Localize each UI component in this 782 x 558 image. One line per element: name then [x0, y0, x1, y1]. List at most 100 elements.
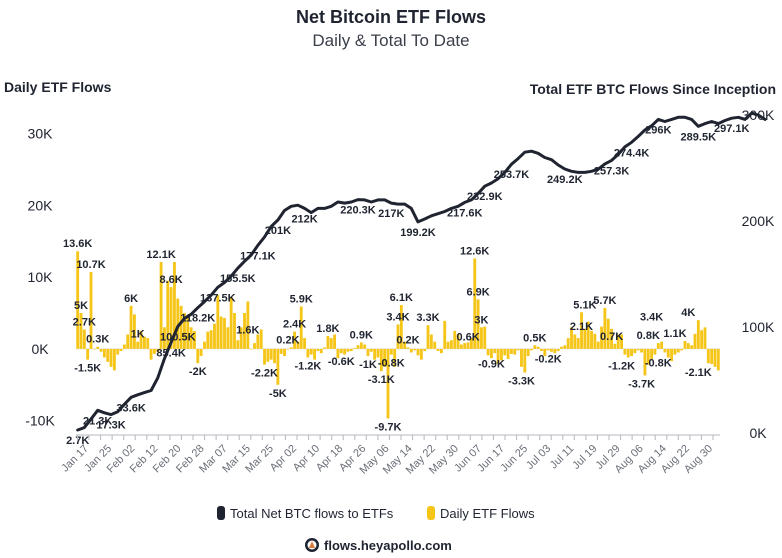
daily-flow-bar	[299, 306, 303, 349]
daily-flow-label: 1K	[131, 329, 145, 341]
daily-flow-label: -5K	[269, 388, 287, 400]
daily-flow-label: -0.2K	[535, 353, 562, 365]
daily-flow-bar	[603, 307, 607, 349]
daily-flow-bar	[536, 346, 540, 349]
right-axis-title: Total ETF BTC Flows Since Inception	[530, 81, 776, 97]
right-axis-tick-label: 0K	[749, 425, 767, 441]
total-flow-label: 137.5K	[200, 292, 236, 304]
left-axis-tick-label: 0K	[31, 341, 49, 357]
daily-flow-bar	[446, 341, 450, 349]
daily-flow-bar	[86, 348, 90, 360]
daily-flow-bar	[630, 348, 633, 357]
daily-flow-label: 6K	[124, 293, 138, 305]
daily-flow-bar	[309, 348, 313, 355]
daily-flow-bar	[373, 348, 377, 360]
daily-flow-bar	[600, 326, 603, 349]
daily-flow-bar	[199, 348, 203, 357]
x-tick-label: Jul 03	[524, 443, 553, 472]
daily-flow-bar	[496, 348, 500, 364]
daily-flow-bar	[543, 348, 547, 357]
daily-flow-bar	[613, 343, 617, 349]
daily-flow-bar	[296, 341, 300, 349]
left-axis-tick-label: 10K	[28, 269, 54, 285]
total-flow-label: 249.2K	[547, 174, 583, 186]
daily-flow-bar	[179, 305, 183, 349]
daily-flow-bar	[533, 345, 537, 349]
daily-flow-bar	[606, 318, 610, 349]
daily-flow-bar	[173, 262, 176, 349]
total-flow-label: 297.1K	[714, 123, 750, 135]
daily-flow-bar	[369, 348, 373, 352]
daily-flow-bar	[643, 348, 647, 376]
daily-flow-bar	[556, 348, 560, 352]
daily-flow-bar	[383, 348, 387, 367]
daily-flow-bar	[129, 305, 133, 349]
daily-flow-bar	[259, 329, 263, 349]
daily-flow-bar	[116, 348, 120, 355]
daily-flow-bar	[216, 295, 220, 349]
daily-flow-bar	[693, 333, 697, 349]
daily-flow-bar	[233, 312, 236, 349]
daily-flow-bar	[516, 348, 520, 351]
daily-flow-label: 0.2K	[276, 334, 299, 346]
daily-flow-bar	[79, 312, 83, 349]
daily-flow-label: 2.1K	[570, 321, 593, 333]
daily-flow-bar	[193, 330, 196, 349]
daily-flow-bar	[436, 348, 440, 352]
daily-flow-bar	[429, 334, 433, 349]
daily-flow-bar	[153, 348, 156, 354]
daily-flow-bar	[593, 333, 597, 349]
daily-flow-bar	[466, 342, 470, 349]
daily-flow-label: 3.4K	[640, 312, 663, 324]
daily-flow-bar	[583, 328, 587, 349]
daily-flow-bar	[306, 348, 310, 358]
total-flow-label: 199.2K	[400, 227, 436, 239]
daily-flow-bar	[223, 318, 226, 349]
daily-flow-label: 5K	[74, 300, 88, 312]
daily-flow-label: -0.9K	[478, 358, 505, 370]
daily-flow-bar	[269, 348, 273, 360]
daily-flow-label: 5.9K	[290, 294, 313, 306]
daily-flow-bar	[640, 348, 644, 353]
daily-flow-bar	[206, 331, 210, 349]
footer-url[interactable]: flows.heyapollo.com	[324, 538, 452, 553]
total-flow-label: 201K	[265, 225, 291, 237]
daily-flow-label: 5.7K	[593, 295, 616, 307]
right-axis-tick-label: 200K	[742, 213, 775, 229]
daily-flow-bar	[530, 348, 533, 351]
total-flow-label: 296K	[645, 124, 671, 136]
right-axis-tick-label: 300K	[742, 107, 775, 123]
daily-flow-bar	[473, 258, 477, 349]
daily-flow-bar	[106, 348, 110, 362]
daily-flow-bar	[706, 348, 710, 364]
daily-flow-bar	[563, 345, 567, 349]
daily-flow-label: 5.1K	[573, 299, 596, 311]
x-tick-label: Jul 19	[570, 443, 599, 472]
daily-flow-bar	[493, 348, 497, 354]
daily-flow-bar	[700, 330, 704, 349]
daily-flow-bar	[386, 348, 390, 419]
daily-flow-bar	[576, 338, 580, 349]
daily-flow-bar	[326, 335, 330, 349]
daily-flow-bar	[119, 348, 123, 352]
daily-flow-bar	[703, 327, 707, 349]
daily-flow-bar	[76, 251, 80, 349]
daily-flow-bar	[239, 327, 243, 349]
daily-flow-bar	[696, 320, 700, 349]
daily-flow-label: -3.3K	[508, 376, 535, 388]
daily-flow-bar	[166, 280, 170, 349]
daily-flow-label: 0.6K	[456, 332, 479, 344]
legend: Total Net BTC flows to ETFs Daily ETF Fl…	[217, 506, 535, 521]
total-flow-label: 217K	[378, 208, 404, 220]
daily-flow-label: 2.7K	[73, 317, 96, 329]
left-axis-tick-label: 20K	[28, 197, 54, 213]
daily-flow-bar	[319, 348, 323, 354]
daily-flow-bar	[573, 334, 577, 349]
daily-flow-bar	[273, 348, 276, 364]
daily-flow-bar	[636, 348, 640, 351]
daily-flow-bar	[316, 348, 320, 352]
daily-flow-bar	[626, 348, 630, 358]
daily-flow-bar	[279, 348, 283, 354]
total-flow-label: 85.4K	[156, 347, 185, 359]
value-labels: 13.6K 5K 2.7K -1.5K 10.7K 0.3K 6K 1K 12.1K 8.6K -2…	[63, 123, 749, 447]
